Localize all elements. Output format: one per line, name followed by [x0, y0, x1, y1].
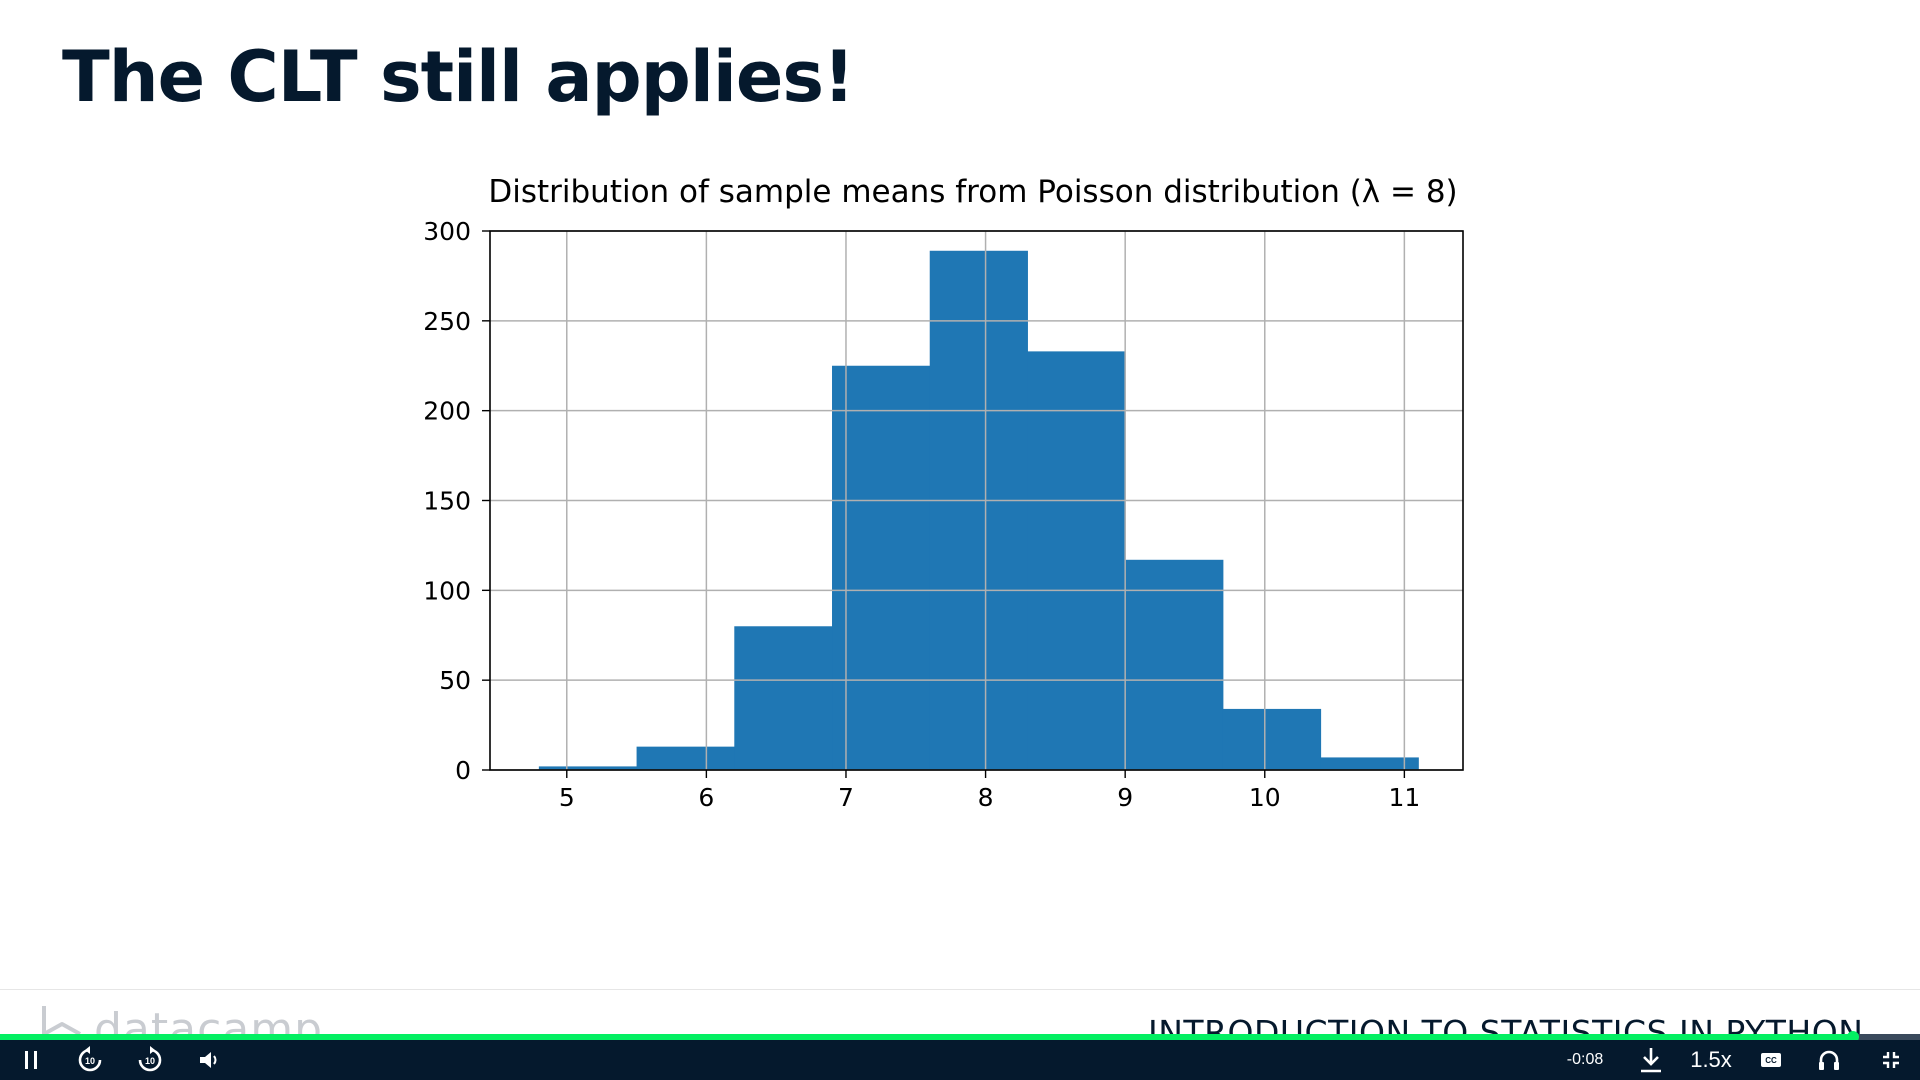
y-tick-label-3: 150 [423, 487, 471, 516]
progress-fill [0, 1034, 1853, 1040]
exit-fullscreen-icon [1883, 1052, 1899, 1068]
y-tick-label-0: 0 [455, 756, 471, 785]
download-icon [1641, 1048, 1661, 1073]
x-tick-label-4: 9 [1117, 783, 1133, 812]
histogram-bar-6 [1125, 559, 1224, 770]
volume-icon [200, 1052, 217, 1068]
y-tick-label-6: 300 [423, 217, 471, 246]
time-remaining: -0:08 [1560, 1040, 1610, 1080]
rewind-10-button[interactable]: 10 [72, 1040, 108, 1080]
svg-text:10: 10 [85, 1056, 95, 1066]
y-tick-label-4: 200 [423, 397, 471, 426]
footer-divider [0, 989, 1920, 990]
headphones-icon [1819, 1050, 1839, 1070]
x-tick-label-6: 11 [1388, 783, 1420, 812]
histogram-bar-3 [832, 365, 931, 770]
x-tick-label-1: 6 [698, 783, 714, 812]
y-tick-label-1: 50 [439, 666, 471, 695]
x-tick-label-2: 7 [838, 783, 854, 812]
forward-10-icon: 10 [138, 1046, 162, 1072]
x-tick-label-5: 10 [1249, 783, 1281, 812]
histogram-bar-2 [734, 626, 833, 770]
pause-icon [25, 1051, 37, 1069]
audio-button[interactable] [1814, 1040, 1844, 1080]
histogram-bar-0 [538, 766, 638, 770]
histogram-bar-4 [929, 250, 1028, 771]
datacamp-logo-icon [42, 1006, 81, 1036]
histogram-bar-7 [1222, 708, 1322, 770]
player-controls: 10 10 -0:08 1.5x CC [0, 1040, 1920, 1080]
bars-layer [538, 250, 1419, 771]
datacamp-logo: datacamp [40, 1004, 340, 1038]
histogram-chart: 5 6 7 8 9 10 11 0 50 100 150 200 250 300 Distribution… [423, 174, 1464, 812]
svg-text:10: 10 [145, 1056, 155, 1066]
x-tick-label-0: 5 [559, 783, 575, 812]
histogram-bar-5 [1027, 351, 1126, 770]
y-tick-label-5: 250 [423, 307, 471, 336]
captions-icon: CC [1761, 1053, 1781, 1067]
axes-layer: 5 6 7 8 9 10 11 0 50 100 150 200 250 300 [423, 217, 1464, 812]
histogram-bar-8 [1320, 757, 1419, 770]
rewind-10-icon: 10 [78, 1046, 102, 1072]
captions-button[interactable]: CC [1756, 1040, 1786, 1080]
forward-10-button[interactable]: 10 [132, 1040, 168, 1080]
y-tick-label-2: 100 [423, 576, 471, 605]
download-button[interactable] [1636, 1040, 1666, 1080]
brand-wordmark: datacamp [94, 1004, 324, 1038]
slide-title: The CLT still applies! [62, 36, 855, 118]
playback-speed-label: 1.5x [1690, 1047, 1732, 1072]
time-remaining-text: -0:08 [1566, 1051, 1604, 1068]
exit-fullscreen-button[interactable] [1876, 1040, 1906, 1080]
volume-button[interactable] [194, 1040, 226, 1080]
playback-speed-button[interactable]: 1.5x [1686, 1040, 1736, 1080]
x-tick-label-3: 8 [978, 783, 994, 812]
pause-button[interactable] [16, 1040, 46, 1080]
chart-title: Distribution of sample means from Poisso… [488, 174, 1457, 210]
histogram-bar-1 [636, 746, 735, 770]
